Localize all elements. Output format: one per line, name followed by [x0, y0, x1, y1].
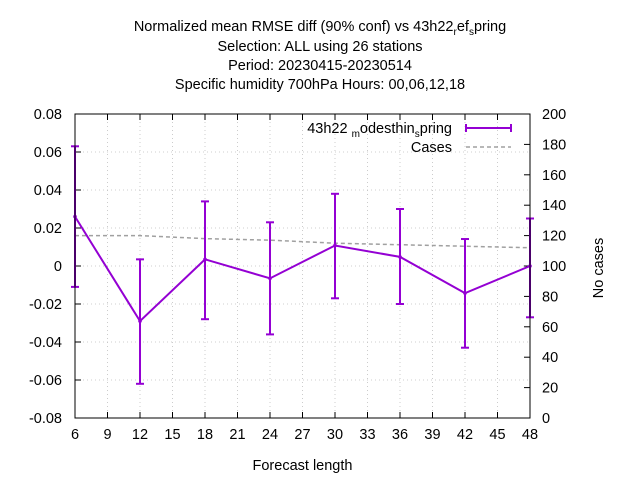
y-tick-label: -0.02	[29, 297, 62, 313]
data-point	[463, 291, 467, 295]
data-point	[398, 255, 402, 259]
y2-tick-label: 140	[542, 198, 566, 214]
cases-line	[75, 234, 531, 249]
x-axis-label: Forecast length	[253, 458, 353, 474]
title-line: Specific humidity 700hPa Hours: 00,06,12…	[175, 77, 465, 93]
x-tick-label: 42	[457, 427, 473, 443]
x-tick-label: 30	[327, 427, 343, 443]
y-tick-label: -0.06	[29, 373, 62, 389]
y-tick-label: -0.08	[29, 411, 62, 427]
x-tick-label: 39	[424, 427, 440, 443]
x-tick-label: 48	[522, 427, 538, 443]
x-tick-label: 27	[294, 427, 310, 443]
y-tick-label: 0.02	[34, 221, 62, 237]
data-point	[268, 276, 272, 281]
y-tick-label: -0.04	[29, 335, 62, 351]
title-line: Selection: ALL using 26 stations	[217, 39, 422, 55]
y2-tick-label: 200	[542, 107, 566, 123]
legend-label: 43h22 modesthinspring	[307, 121, 452, 140]
x-tick-label: 18	[197, 427, 213, 443]
y-tick-label: 0.08	[34, 107, 62, 123]
x-tick-label: 33	[359, 427, 375, 443]
data-point	[203, 257, 207, 262]
series-line	[74, 216, 531, 323]
x-tick-label: 45	[489, 427, 505, 443]
y2-tick-label: 40	[542, 350, 558, 366]
x-tick-label: 12	[132, 427, 148, 443]
y2-tick-label: 0	[542, 411, 550, 427]
chart-title: Normalized mean RMSE diff (90% conf) vs …	[134, 19, 506, 93]
y-tick-label: 0.06	[34, 145, 62, 161]
title-line: Normalized mean RMSE diff (90% conf) vs …	[134, 19, 506, 38]
x-tick-label: 9	[103, 427, 111, 443]
y2-axis-label: No cases	[591, 238, 607, 298]
y2-tick-label: 120	[542, 229, 566, 245]
x-tick-label: 21	[229, 427, 245, 443]
series	[71, 145, 534, 385]
x-tick-label: 6	[71, 427, 79, 443]
y-tick-label: 0	[54, 259, 62, 275]
y-tick-label: 0.04	[34, 183, 62, 199]
plot-frame	[74, 113, 531, 419]
x-tick-label: 15	[164, 427, 180, 443]
title-line: Period: 20230415-20230514	[228, 58, 412, 74]
x-tick-label: 24	[262, 427, 278, 443]
x-axis-ticks: 6 9 12 15 18 21 24 27 30 33 36 39 42 45 48	[71, 114, 538, 443]
x-tick-label: 36	[392, 427, 408, 443]
y2-tick-label: 60	[542, 320, 558, 336]
y2-tick-label: 180	[542, 137, 566, 153]
legend-label: Cases	[411, 140, 452, 156]
y2-tick-label: 160	[542, 168, 566, 184]
y2-tick-label: 80	[542, 289, 558, 305]
y2-tick-label: 20	[542, 381, 558, 397]
y-axis-ticks: 0.08 0.06 0.04 0.02 0 -0.02 -0.04 -0.06 -0.08	[29, 107, 81, 427]
y2-tick-label: 100	[542, 259, 566, 275]
data-point	[138, 319, 142, 323]
data-point	[333, 243, 337, 248]
grid	[75, 114, 530, 418]
